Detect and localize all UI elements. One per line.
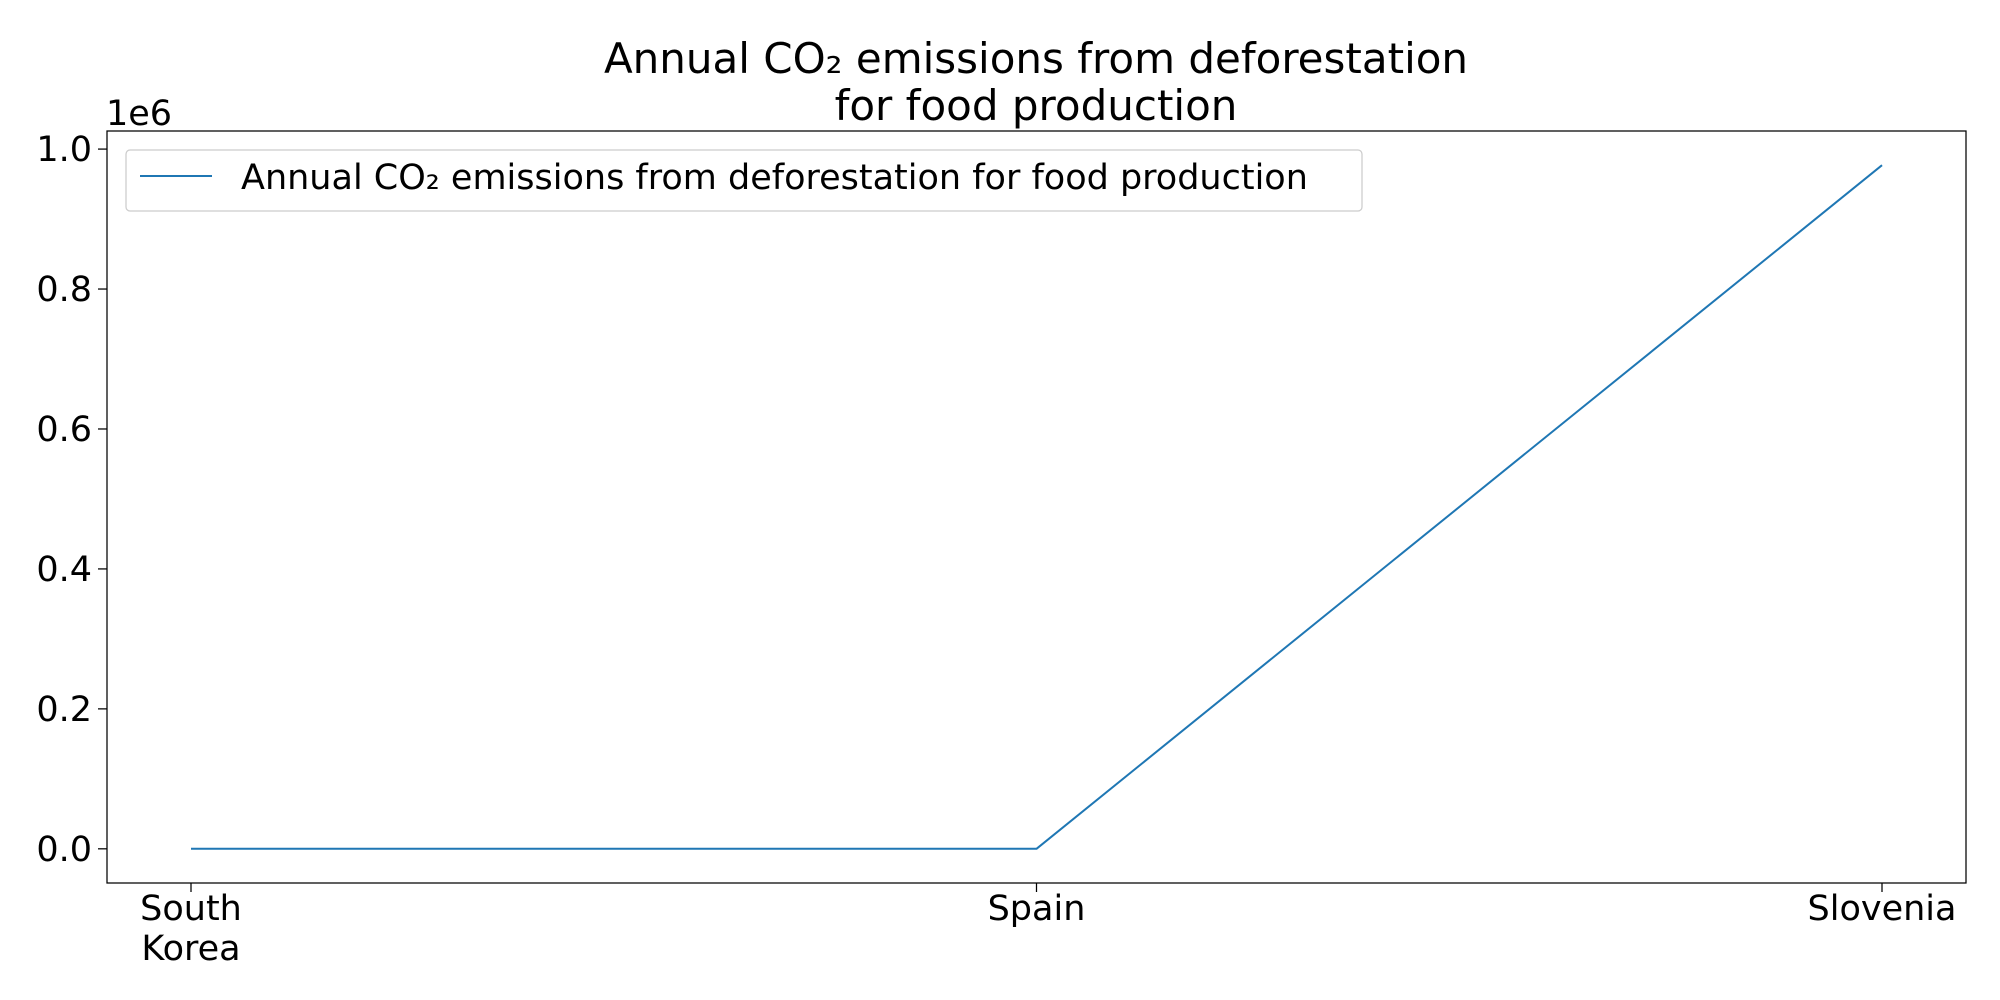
series-line-0 [191, 164, 1883, 850]
y-axis-offset-label: 1e6 [106, 94, 172, 134]
chart-title-line-1: Annual CO₂ emissions from deforestation [604, 34, 1468, 83]
y-tick-label: 0.6 [36, 410, 92, 450]
y-tick-label: 0.0 [36, 830, 92, 870]
legend-frame [125, 149, 1363, 212]
y-axis-ticks: 0.0 0.2 0.4 0.6 0.8 1.0 [36, 130, 107, 870]
legend: Annual CO₂ emissions from deforestation … [125, 149, 1363, 212]
x-tick-label: Slovenia [1808, 889, 1957, 929]
y-tick-label: 1.0 [36, 130, 92, 170]
y-tick-label: 0.2 [36, 690, 92, 730]
chart-title-line-2: for food production [835, 81, 1238, 130]
legend-label: Annual CO₂ emissions from deforestation … [241, 158, 1308, 198]
y-tick-label: 0.8 [36, 270, 92, 310]
plot-area-frame [106, 130, 1967, 884]
series-layer [191, 164, 1883, 850]
y-tick-label: 0.4 [36, 550, 92, 590]
x-tick-label: Spain [988, 889, 1086, 929]
x-tick-label: South [140, 889, 242, 929]
x-tick-label: Korea [141, 929, 240, 969]
